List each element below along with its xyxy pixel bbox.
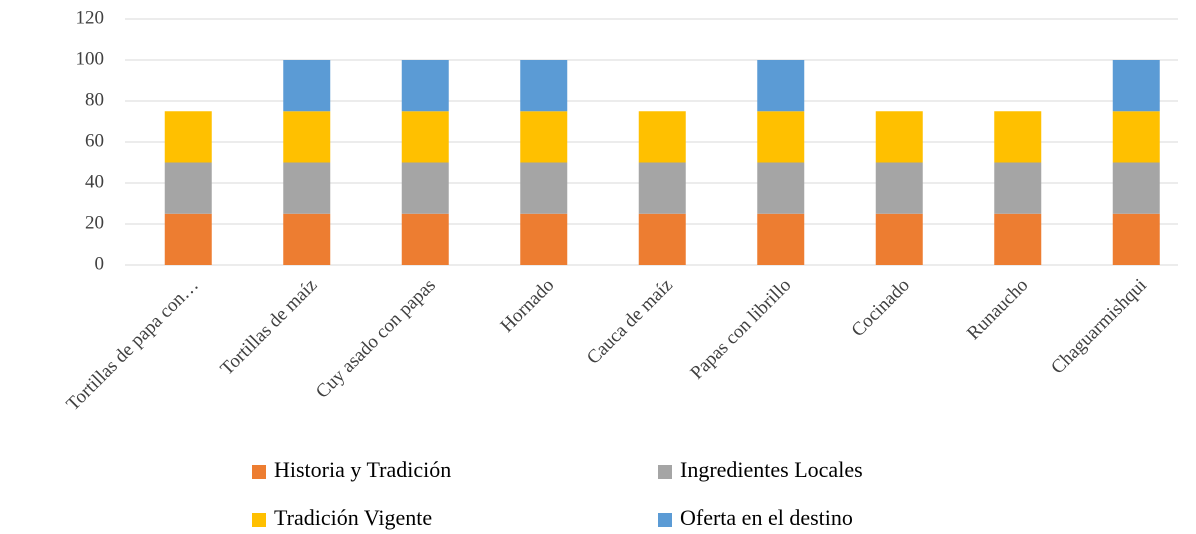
bar-segment	[875, 213, 923, 265]
bar-segment	[401, 213, 449, 265]
bar-segment	[1112, 162, 1160, 214]
bar-segment	[520, 213, 568, 265]
bar-segment	[757, 60, 805, 112]
legend-label: Oferta en el destino	[680, 505, 853, 530]
bar-segment	[164, 162, 212, 214]
bar-segment	[994, 213, 1042, 265]
x-tick-label: Cuy asado con papas	[312, 275, 440, 403]
bar-segment	[638, 111, 686, 163]
bar-segment	[520, 111, 568, 163]
bar-segment	[520, 162, 568, 214]
y-tick-label: 100	[76, 48, 105, 69]
bar-segment	[638, 162, 686, 214]
x-tick-label: Cocinado	[848, 275, 914, 341]
legend-label: Historia y Tradición	[274, 457, 451, 482]
legend-swatch	[252, 465, 266, 479]
bar-segment	[1112, 111, 1160, 163]
bar-segment	[283, 111, 331, 163]
bar-segment	[164, 213, 212, 265]
y-tick-label: 0	[95, 253, 105, 274]
y-tick-label: 120	[76, 7, 105, 28]
bar-segment	[401, 162, 449, 214]
bar-segment	[164, 111, 212, 163]
bar-segment	[875, 162, 923, 214]
y-tick-label: 60	[85, 130, 104, 151]
legend-label: Tradición Vigente	[274, 505, 432, 530]
bar-segment	[757, 213, 805, 265]
bar-segment	[638, 213, 686, 265]
bar-segment	[1112, 60, 1160, 112]
y-tick-label: 80	[85, 89, 104, 110]
bar-segment	[520, 60, 568, 112]
bar-segment	[994, 162, 1042, 214]
legend-swatch	[658, 513, 672, 527]
bar-segment	[283, 162, 331, 214]
x-tick-label: Runaucho	[963, 275, 1032, 344]
bar-segment	[994, 111, 1042, 163]
y-tick-label: 20	[85, 212, 104, 233]
legend-label: Ingredientes Locales	[680, 457, 863, 482]
bar-segment	[757, 111, 805, 163]
bar-segment	[401, 60, 449, 112]
bar-segment	[401, 111, 449, 163]
bar-segment	[875, 111, 923, 163]
x-tick-label: Cauca de maíz	[583, 275, 677, 369]
x-tick-label: Chaguarmishqui	[1047, 275, 1151, 379]
bar-segment	[283, 213, 331, 265]
x-tick-label: Papas con librillo	[686, 275, 795, 384]
x-tick-label: Tortillas de maíz	[216, 275, 321, 380]
bar-segment	[283, 60, 331, 112]
legend-swatch	[252, 513, 266, 527]
legend-swatch	[658, 465, 672, 479]
y-tick-label: 40	[85, 171, 104, 192]
x-tick-label: Hornado	[497, 275, 559, 337]
x-tick-label: Tortillas de papa con…	[62, 275, 202, 415]
bar-segment	[1112, 213, 1160, 265]
bar-segment	[757, 162, 805, 214]
